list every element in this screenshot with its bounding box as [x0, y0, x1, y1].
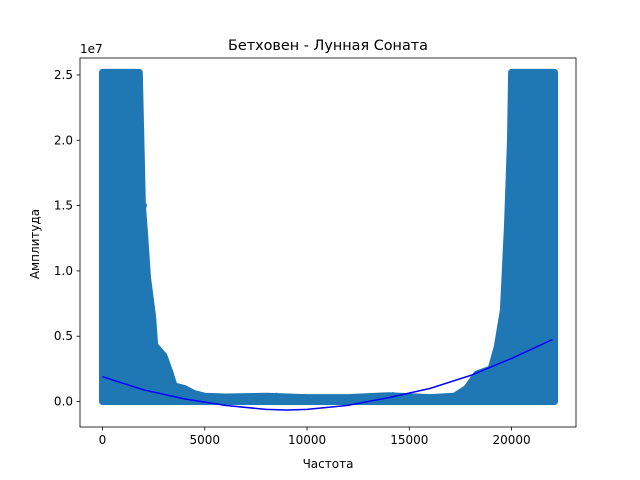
- y-axis-label: Амплитуда: [28, 209, 42, 279]
- x-axis: 0 5000 10000 15000 20000: [99, 427, 531, 447]
- plot-content: [99, 68, 558, 411]
- scatter-point-2: [272, 392, 280, 400]
- scatter-point-5: [503, 224, 511, 232]
- plot-area: [79, 57, 577, 428]
- scatter-point-6: [505, 237, 513, 245]
- x-axis-label: Частота: [303, 457, 354, 471]
- y-offset-label: 1e7: [80, 42, 103, 56]
- fit-line: [102, 338, 553, 411]
- x-tick-label: 5000: [189, 433, 220, 447]
- scatter-point-0: [139, 202, 147, 210]
- plot-frame: [79, 57, 577, 428]
- y-tick-label: 0.0: [54, 395, 73, 409]
- y-tick-label: 1.5: [54, 199, 73, 213]
- chart-title: Бетховен - Лунная Соната: [228, 38, 428, 54]
- y-tick-label: 1.0: [54, 264, 73, 278]
- x-tick-label: 20000: [492, 433, 530, 447]
- scatter-points-cloud: [99, 68, 558, 405]
- x-tick-label: 0: [99, 433, 107, 447]
- y-axis: 0.0 0.5 1.0 1.5 2.0 2.5: [54, 68, 80, 409]
- scatter-point-1: [138, 228, 146, 236]
- y-tick-label: 2.0: [54, 133, 73, 147]
- y-tick-label: 2.5: [54, 68, 73, 82]
- x-tick-label: 10000: [288, 433, 326, 447]
- x-tick-label: 15000: [390, 433, 428, 447]
- y-tick-label: 0.5: [54, 329, 73, 343]
